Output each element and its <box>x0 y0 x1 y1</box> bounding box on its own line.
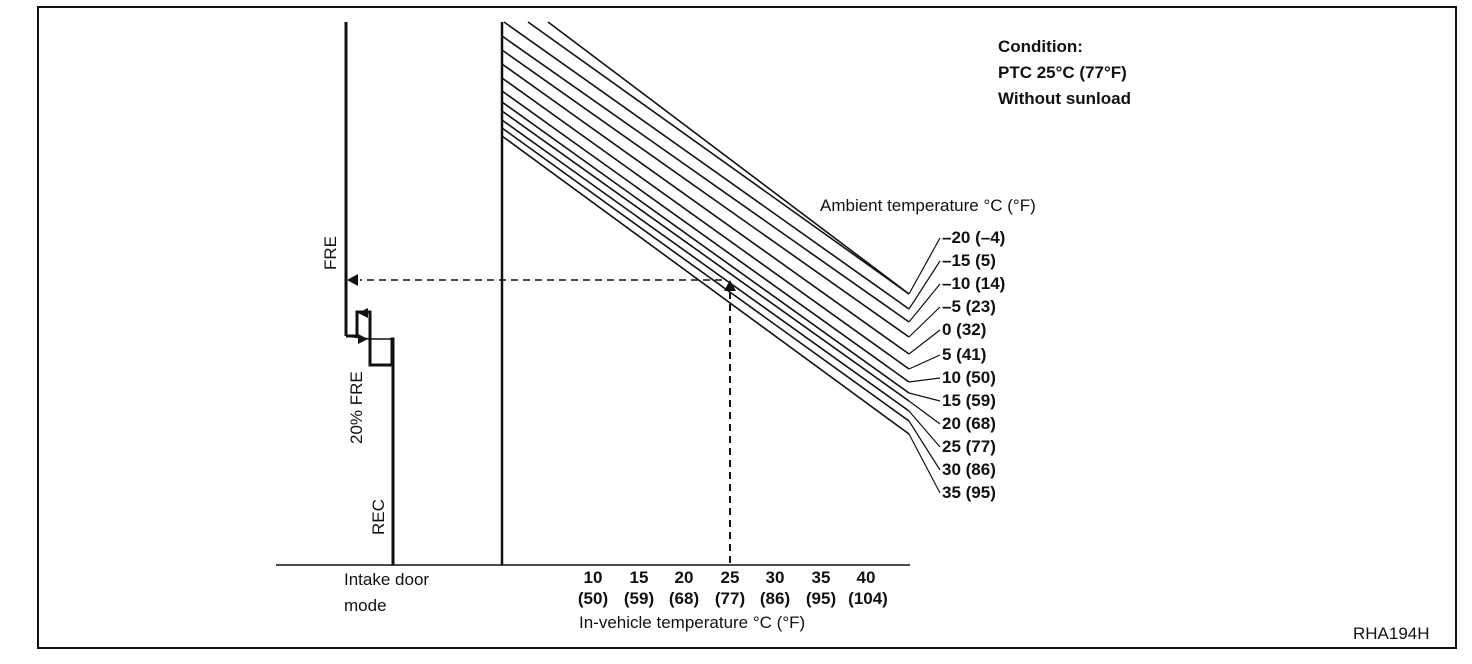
condition-line2: Without sunload <box>998 89 1131 108</box>
ambient-label-5: 5 (41) <box>942 345 986 364</box>
x-tick-c-25: 25 <box>721 568 740 587</box>
x-tick-f-68: (68) <box>669 589 699 608</box>
x-tick-c-40: 40 <box>857 568 876 587</box>
ambient-line-25 <box>501 119 910 412</box>
ambient-line-m15 <box>503 21 910 310</box>
ambient-label-m10: –10 (14) <box>942 274 1005 293</box>
ambient-line-15 <box>501 101 910 394</box>
figure-code: RHA194H <box>1353 624 1430 643</box>
intake-step-line <box>346 310 395 565</box>
ambient-line-30 <box>501 127 910 422</box>
leader-line-group <box>908 237 941 494</box>
ambient-line-group <box>501 21 910 435</box>
condition-heading: Condition: <box>998 37 1083 56</box>
leader-line-0 <box>908 329 941 355</box>
leader-line-35 <box>908 433 941 494</box>
x-tick-f-104: (104) <box>848 589 888 608</box>
ambient-header: Ambient temperature °C (°F) <box>820 196 1036 215</box>
leader-line-25 <box>908 410 941 448</box>
ambient-line-35 <box>501 135 910 435</box>
leader-line-15 <box>908 392 941 402</box>
ambient-line-m10 <box>501 35 910 323</box>
x-tick-c-20: 20 <box>675 568 694 587</box>
ambient-label-25: 25 (77) <box>942 437 996 456</box>
ambient-line-m5 <box>501 49 910 338</box>
mode-label-fre: FRE <box>321 236 340 270</box>
leader-line-5 <box>908 354 941 370</box>
mode-label-fre20: 20% FRE <box>347 371 366 444</box>
x-tick-c-30: 30 <box>766 568 785 587</box>
ambient-label-35: 35 (95) <box>942 483 996 502</box>
x-tick-f-77: (77) <box>715 589 745 608</box>
x-tick-f-50: (50) <box>578 589 608 608</box>
mode-label-rec: REC <box>369 499 388 535</box>
leader-line-m15 <box>908 260 941 310</box>
intake-axis-label-line1: Intake door <box>344 570 429 589</box>
ambient-label-group: –20 (–4) –15 (5) –10 (14) –5 (23) 0 (32)… <box>942 228 1005 502</box>
x-tick-f-86: (86) <box>760 589 790 608</box>
mode-arrow-2 <box>358 308 368 318</box>
x-tick-c-15: 15 <box>630 568 649 587</box>
ambient-label-0: 0 (32) <box>942 320 986 339</box>
mode-arrow-1 <box>347 274 358 286</box>
reading-arrow-up <box>724 280 736 291</box>
x-tick-c-35: 35 <box>812 568 831 587</box>
ambient-label-15: 15 (59) <box>942 391 996 410</box>
ambient-line-top-extra <box>547 21 910 295</box>
intake-mode-graph <box>276 22 910 566</box>
x-tick-f-59: (59) <box>624 589 654 608</box>
x-tick-group: 10 15 20 25 30 35 40 (50) (59) (68) (77)… <box>578 568 888 608</box>
x-tick-c-10: 10 <box>584 568 603 587</box>
leader-line-m20 <box>908 237 941 295</box>
intake-axis-label-line2: mode <box>344 596 387 615</box>
ambient-label-m15: –15 (5) <box>942 251 996 270</box>
x-tick-f-95: (95) <box>806 589 836 608</box>
ambient-label-30: 30 (86) <box>942 460 996 479</box>
leader-line-m5 <box>908 306 941 338</box>
intake-step-inner <box>345 335 392 340</box>
ambient-line-20 <box>501 110 910 402</box>
condition-line1: PTC 25°C (77°F) <box>998 63 1127 82</box>
leader-line-20 <box>908 400 941 425</box>
ambient-line-5 <box>501 77 910 370</box>
leader-line-m10 <box>908 283 941 323</box>
ambient-line-0 <box>501 63 910 355</box>
leader-line-10 <box>908 377 941 383</box>
ambient-label-m5: –5 (23) <box>942 297 996 316</box>
figure-border <box>37 6 1457 649</box>
ambient-label-10: 10 (50) <box>942 368 996 387</box>
ambient-line-m20 <box>527 21 910 295</box>
ambient-line-10 <box>501 90 910 383</box>
x-axis-label: In-vehicle temperature °C (°F) <box>579 613 805 632</box>
ambient-label-20: 20 (68) <box>942 414 996 433</box>
leader-line-30 <box>908 420 941 471</box>
mode-arrow-3 <box>358 334 368 344</box>
ambient-label-m20: –20 (–4) <box>942 228 1005 247</box>
